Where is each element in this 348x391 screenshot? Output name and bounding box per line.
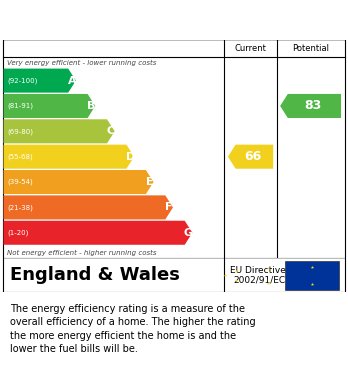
Text: (21-38): (21-38) [8, 204, 33, 211]
Polygon shape [3, 170, 153, 194]
Polygon shape [280, 94, 341, 118]
Text: (81-91): (81-91) [8, 103, 34, 109]
Text: D: D [126, 152, 135, 162]
Text: EU Directive
2002/91/EC: EU Directive 2002/91/EC [230, 265, 286, 285]
Text: (39-54): (39-54) [8, 179, 33, 185]
Text: (55-68): (55-68) [8, 153, 33, 160]
Text: Current: Current [235, 44, 267, 53]
Polygon shape [3, 221, 192, 245]
Text: 83: 83 [304, 99, 322, 113]
Text: Potential: Potential [292, 44, 329, 53]
Polygon shape [3, 145, 134, 169]
Text: (69-80): (69-80) [8, 128, 34, 135]
Text: 66: 66 [244, 150, 261, 163]
Text: Very energy efficient - lower running costs: Very energy efficient - lower running co… [7, 60, 156, 66]
Bar [285, 261, 339, 290]
Text: Not energy efficient - higher running costs: Not energy efficient - higher running co… [7, 249, 157, 256]
Text: C: C [107, 126, 115, 136]
Polygon shape [228, 145, 273, 169]
Polygon shape [3, 119, 115, 143]
Text: B: B [87, 101, 96, 111]
Text: The energy efficiency rating is a measure of the
overall efficiency of a home. T: The energy efficiency rating is a measur… [10, 304, 256, 354]
Polygon shape [3, 196, 173, 219]
Text: A: A [68, 75, 76, 86]
Text: (1-20): (1-20) [8, 230, 29, 236]
Text: F: F [165, 203, 173, 212]
Polygon shape [3, 68, 76, 93]
Text: G: G [184, 228, 193, 238]
Text: E: E [146, 177, 153, 187]
Text: England & Wales: England & Wales [10, 266, 180, 284]
Text: Energy Efficiency Rating: Energy Efficiency Rating [10, 13, 220, 28]
Polygon shape [3, 94, 95, 118]
Text: (92-100): (92-100) [8, 77, 38, 84]
